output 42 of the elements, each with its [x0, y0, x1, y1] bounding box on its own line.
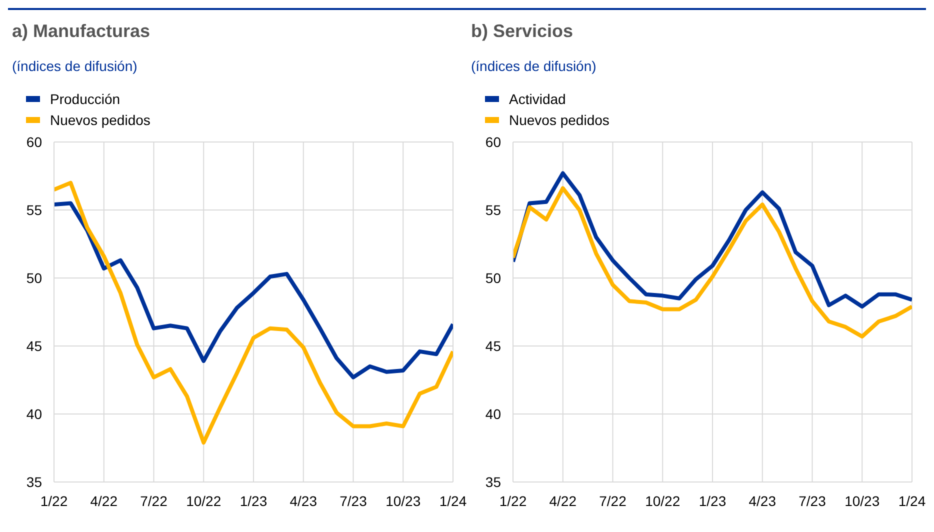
x-tick-label: 10/23	[844, 492, 880, 509]
x-tick-label: 10/22	[186, 492, 222, 509]
x-tick-label: 1/23	[698, 492, 726, 509]
x-tick-label: 7/23	[340, 492, 368, 509]
y-tick-label: 60	[26, 134, 42, 150]
x-tick-label: 7/23	[798, 492, 826, 509]
y-tick-label: 35	[26, 474, 42, 490]
x-tick-label: 4/23	[748, 492, 776, 509]
line-series	[513, 171, 912, 309]
x-tick-label: 10/23	[386, 492, 421, 509]
y-tick-label: 50	[485, 270, 502, 286]
y-tick-label: 50	[26, 270, 42, 286]
y-tick-label: 40	[26, 406, 42, 422]
legend-label: Producción	[49, 90, 120, 108]
chart-subtitle: (índices de difusión)	[470, 57, 598, 76]
x-tick-label: 1/23	[240, 492, 268, 509]
line-series	[54, 180, 453, 445]
x-tick-label: 1/22	[40, 492, 68, 509]
chart-subtitle: (índices de difusión)	[11, 57, 138, 76]
y-tick-label: 45	[26, 338, 42, 354]
chart-title: a) Manufacturas	[11, 20, 152, 43]
y-tick-label: 35	[485, 474, 502, 490]
x-tick-label: 7/22	[599, 492, 627, 509]
legend-label: Actividad	[508, 90, 566, 108]
x-tick-label: 10/22	[645, 492, 680, 509]
line-series	[54, 201, 453, 380]
x-tick-label: 7/22	[140, 492, 168, 509]
x-tick-label: 4/23	[290, 492, 318, 509]
x-tick-label: 1/24	[439, 492, 467, 509]
legend-label: Nuevos pedidos	[49, 110, 150, 130]
x-tick-label: 1/22	[499, 492, 527, 509]
x-tick-label: 1/24	[898, 492, 926, 509]
chart-title: b) Servicios	[470, 20, 574, 43]
y-tick-label: 55	[485, 202, 502, 218]
y-tick-label: 40	[485, 406, 502, 422]
x-tick-label: 4/22	[549, 492, 577, 509]
y-tick-label: 60	[485, 134, 502, 150]
line-series	[513, 186, 912, 338]
y-tick-label: 45	[485, 338, 502, 354]
x-tick-label: 4/22	[90, 492, 118, 509]
y-tick-label: 55	[26, 202, 42, 218]
legend-label: Nuevos pedidos	[508, 110, 610, 130]
